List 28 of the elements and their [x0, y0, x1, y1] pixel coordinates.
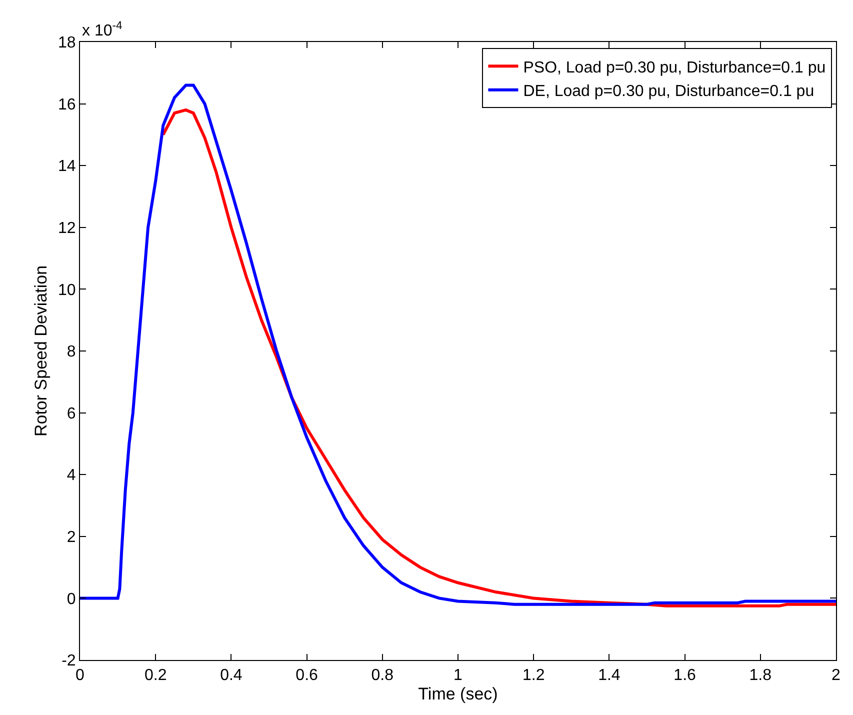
y-tick-label: 10	[58, 282, 76, 299]
x-tick-label: 1.2	[522, 667, 545, 684]
x-tick-label: 1.6	[674, 667, 696, 684]
y-tick-label: -2	[62, 652, 76, 670]
y-tick-label: 4	[66, 467, 76, 484]
y-tick-label: 2	[66, 529, 76, 546]
x-tick-label: 0.8	[371, 667, 394, 684]
legend-label: PSO, Load p=0.30 pu, Disturbance=0.1 pu	[523, 59, 826, 76]
legend-label: DE, Load p=0.30 pu, Disturbance=0.1 pu	[523, 83, 814, 100]
x-tick-label: 1.4	[598, 667, 620, 684]
x-tick-label: 2	[832, 667, 841, 684]
x-tick-label: 0.2	[144, 667, 167, 684]
line-series	[162, 108, 836, 608]
text: x 10$^{-4}$	[82, 20, 122, 40]
y-tick-label: 14	[58, 158, 76, 176]
line-series	[80, 84, 836, 606]
x-tick-label: 0.4	[220, 667, 242, 684]
y-tick-label: 16	[58, 96, 76, 114]
y-tick-label: 0	[66, 590, 76, 608]
x-tick-label: 0.6	[296, 667, 318, 684]
y-tick-label: 12	[58, 220, 76, 237]
x-tick-label: 1	[454, 667, 463, 684]
y-tick-label: 18	[58, 34, 76, 52]
y-tick-label: 8	[66, 344, 76, 361]
y-tick-label: 6	[66, 405, 76, 422]
x-tick-label: 1.8	[749, 667, 772, 684]
x-axis-title: Time (sec)	[418, 684, 498, 704]
y-axis-title: Rotor Speed Deviation	[32, 265, 51, 437]
